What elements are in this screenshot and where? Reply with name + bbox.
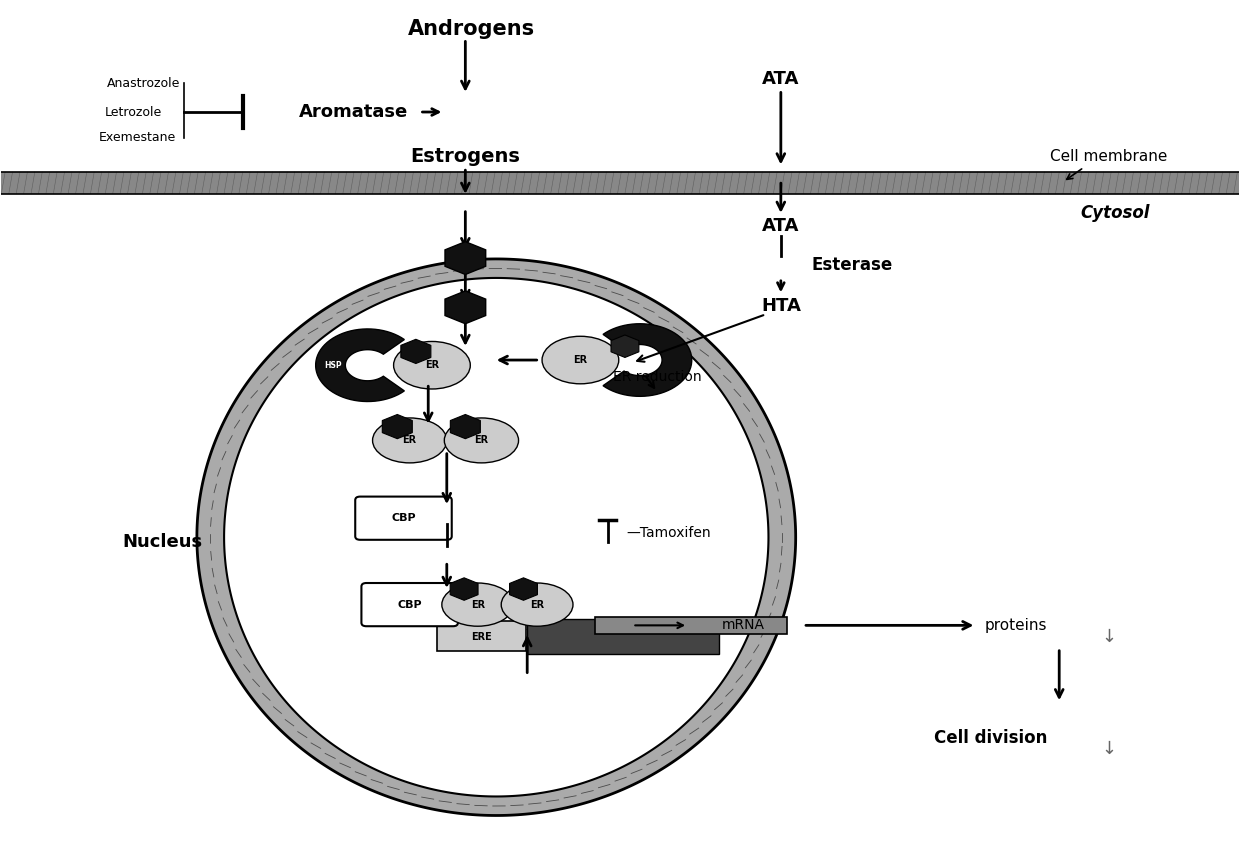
Bar	[527, 619, 719, 654]
Text: Androgens: Androgens	[408, 19, 536, 39]
Polygon shape	[382, 414, 413, 439]
Text: ER: ER	[475, 435, 489, 446]
Bar	[1, 172, 1239, 193]
Text: ER reduction: ER reduction	[613, 370, 702, 384]
Text: ↓: ↓	[1101, 740, 1116, 758]
Text: ATA: ATA	[763, 217, 800, 235]
Polygon shape	[611, 335, 639, 357]
Text: proteins: proteins	[985, 618, 1048, 633]
Ellipse shape	[393, 342, 470, 389]
Ellipse shape	[372, 418, 446, 463]
Text: ER: ER	[403, 435, 417, 446]
Text: ER: ER	[425, 360, 439, 370]
Text: Cytosol: Cytosol	[1080, 204, 1149, 222]
Text: CBP: CBP	[397, 600, 422, 610]
Polygon shape	[603, 323, 692, 396]
Text: ER: ER	[573, 355, 588, 365]
Ellipse shape	[441, 583, 513, 626]
Text: CBP: CBP	[391, 513, 415, 523]
Text: ER: ER	[471, 600, 485, 610]
Text: Aromatase: Aromatase	[299, 103, 409, 121]
Text: Nucleus: Nucleus	[123, 532, 202, 551]
Polygon shape	[401, 339, 430, 363]
Ellipse shape	[542, 336, 619, 384]
Ellipse shape	[444, 418, 518, 463]
Polygon shape	[197, 259, 796, 816]
Bar	[595, 616, 787, 634]
Polygon shape	[445, 291, 486, 323]
Polygon shape	[450, 577, 479, 600]
Text: mRNA: mRNA	[722, 618, 765, 632]
Text: Letrozole: Letrozole	[105, 106, 162, 119]
Polygon shape	[445, 242, 486, 275]
Text: ER: ER	[529, 600, 544, 610]
Text: ERE: ERE	[471, 631, 492, 642]
Ellipse shape	[501, 583, 573, 626]
Text: Esterase: Esterase	[812, 256, 893, 274]
Polygon shape	[224, 278, 769, 797]
Text: HSP: HSP	[644, 355, 661, 364]
Text: Cell division: Cell division	[935, 728, 1048, 746]
Text: HTA: HTA	[761, 297, 801, 315]
Polygon shape	[450, 414, 480, 439]
Text: ↓: ↓	[1101, 628, 1116, 646]
Text: HSP: HSP	[324, 361, 342, 369]
Text: Exemestane: Exemestane	[99, 132, 176, 145]
Bar	[436, 621, 526, 651]
Text: Cell membrane: Cell membrane	[1050, 149, 1167, 165]
FancyBboxPatch shape	[355, 497, 451, 540]
Text: Estrogens: Estrogens	[410, 147, 521, 166]
Polygon shape	[316, 329, 404, 401]
FancyBboxPatch shape	[361, 583, 458, 626]
Polygon shape	[510, 577, 537, 600]
Text: ATA: ATA	[763, 70, 800, 88]
Text: —Tamoxifen: —Tamoxifen	[626, 526, 711, 540]
Text: Anastrozole: Anastrozole	[107, 77, 180, 90]
